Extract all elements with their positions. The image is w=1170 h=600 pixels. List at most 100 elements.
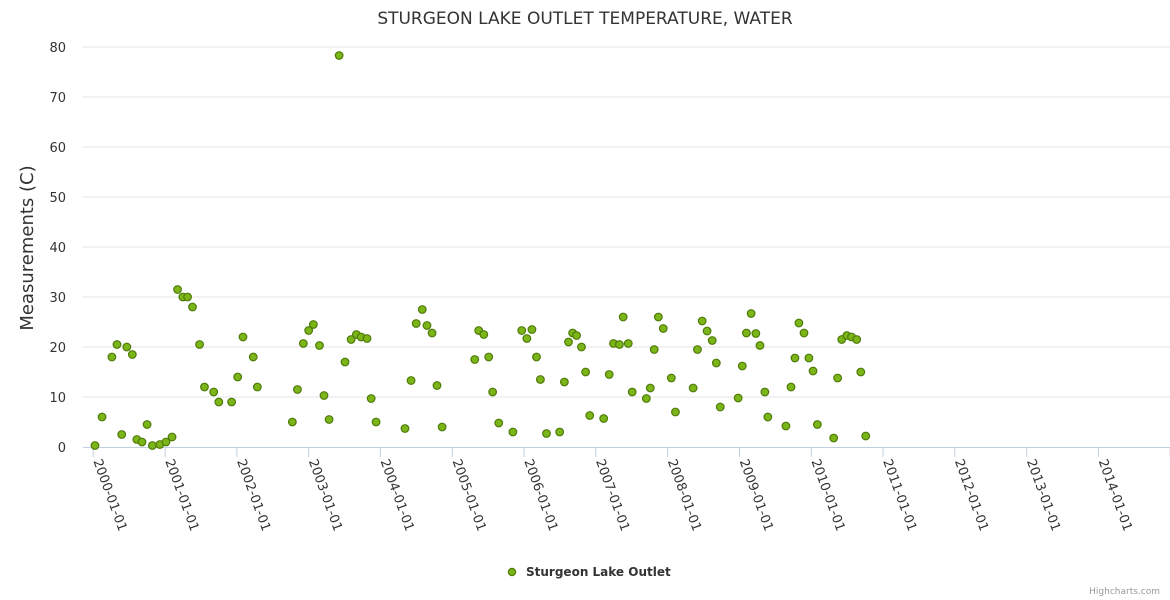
data-point[interactable]: [147, 441, 157, 450]
data-point[interactable]: [107, 352, 117, 362]
data-point[interactable]: [214, 397, 224, 407]
data-point[interactable]: [488, 387, 498, 397]
data-point[interactable]: [122, 342, 132, 352]
data-point[interactable]: [304, 326, 314, 335]
data-point[interactable]: [200, 382, 209, 392]
data-point[interactable]: [298, 339, 308, 348]
data-point[interactable]: [861, 431, 871, 441]
data-point[interactable]: [715, 402, 725, 412]
data-point[interactable]: [484, 352, 494, 362]
data-point[interactable]: [649, 345, 659, 354]
data-point[interactable]: [641, 394, 651, 403]
data-point[interactable]: [427, 328, 437, 338]
data-point[interactable]: [183, 292, 192, 302]
data-point[interactable]: [173, 285, 182, 294]
data-point[interactable]: [90, 441, 100, 450]
data-point[interactable]: [142, 420, 152, 429]
data-point[interactable]: [658, 324, 668, 333]
data-point[interactable]: [536, 375, 545, 384]
data-point[interactable]: [653, 312, 663, 322]
data-point[interactable]: [422, 321, 432, 330]
legend-label[interactable]: Sturgeon Lake Outlet: [526, 565, 671, 579]
data-point[interactable]: [790, 353, 800, 363]
data-point[interactable]: [293, 385, 302, 394]
data-point[interactable]: [287, 417, 297, 427]
data-point[interactable]: [319, 391, 329, 400]
data-point[interactable]: [97, 412, 107, 422]
data-point[interactable]: [693, 345, 702, 354]
data-point[interactable]: [167, 432, 177, 442]
data-point[interactable]: [781, 421, 791, 431]
data-point[interactable]: [786, 382, 796, 392]
data-point[interactable]: [697, 316, 707, 326]
data-point[interactable]: [671, 407, 680, 417]
data-point[interactable]: [252, 382, 262, 392]
data-point[interactable]: [127, 350, 137, 359]
data-point[interactable]: [746, 309, 756, 318]
data-point[interactable]: [645, 383, 655, 393]
data-point[interactable]: [618, 312, 628, 322]
data-point[interactable]: [737, 361, 747, 371]
credits-link[interactable]: Highcharts.com: [1089, 587, 1160, 597]
data-point[interactable]: [856, 367, 866, 377]
data-point[interactable]: [346, 335, 356, 344]
data-point[interactable]: [760, 387, 770, 397]
data-point[interactable]: [437, 422, 447, 432]
data-point[interactable]: [794, 318, 804, 328]
data-point[interactable]: [763, 412, 773, 422]
data-point[interactable]: [577, 342, 586, 352]
data-point[interactable]: [799, 328, 809, 338]
data-point[interactable]: [209, 387, 219, 397]
data-point[interactable]: [733, 393, 743, 403]
data-point[interactable]: [248, 352, 258, 362]
data-point[interactable]: [315, 341, 324, 350]
data-point[interactable]: [479, 330, 489, 339]
data-point[interactable]: [522, 334, 532, 343]
data-point[interactable]: [117, 430, 127, 439]
data-point[interactable]: [852, 335, 862, 344]
data-point[interactable]: [517, 326, 527, 335]
data-point[interactable]: [542, 429, 551, 438]
data-point[interactable]: [711, 358, 721, 368]
data-point[interactable]: [188, 302, 197, 312]
data-point[interactable]: [527, 325, 537, 334]
data-point[interactable]: [238, 332, 248, 342]
data-point[interactable]: [604, 370, 614, 379]
data-point[interactable]: [411, 319, 421, 328]
data-point[interactable]: [812, 420, 822, 429]
data-point[interactable]: [371, 417, 381, 427]
data-point[interactable]: [233, 372, 243, 382]
data-point[interactable]: [432, 381, 442, 390]
data-point[interactable]: [195, 340, 204, 349]
data-point[interactable]: [572, 331, 581, 340]
data-point[interactable]: [599, 414, 609, 423]
data-point[interactable]: [417, 305, 427, 314]
data-point[interactable]: [494, 418, 504, 428]
data-point[interactable]: [755, 341, 765, 350]
data-point[interactable]: [623, 339, 633, 348]
data-point[interactable]: [615, 340, 624, 349]
data-point[interactable]: [833, 373, 843, 383]
data-point[interactable]: [161, 437, 171, 447]
legend[interactable]: Sturgeon Lake Outlet: [507, 565, 671, 579]
data-point[interactable]: [702, 326, 712, 336]
data-point[interactable]: [585, 411, 595, 420]
data-point[interactable]: [555, 427, 565, 437]
data-point[interactable]: [308, 320, 318, 329]
data-point[interactable]: [532, 352, 541, 362]
data-point[interactable]: [707, 336, 717, 345]
data-point[interactable]: [581, 367, 591, 377]
data-point[interactable]: [400, 424, 410, 433]
data-point[interactable]: [688, 383, 698, 393]
data-point[interactable]: [508, 427, 518, 437]
data-point[interactable]: [829, 433, 839, 443]
data-point[interactable]: [334, 51, 344, 60]
data-point[interactable]: [742, 328, 751, 338]
data-point[interactable]: [227, 397, 237, 407]
data-point[interactable]: [666, 373, 676, 383]
data-point[interactable]: [340, 357, 350, 367]
data-point[interactable]: [751, 329, 761, 338]
data-point[interactable]: [559, 377, 569, 387]
data-point[interactable]: [808, 366, 818, 376]
data-point[interactable]: [804, 353, 814, 363]
